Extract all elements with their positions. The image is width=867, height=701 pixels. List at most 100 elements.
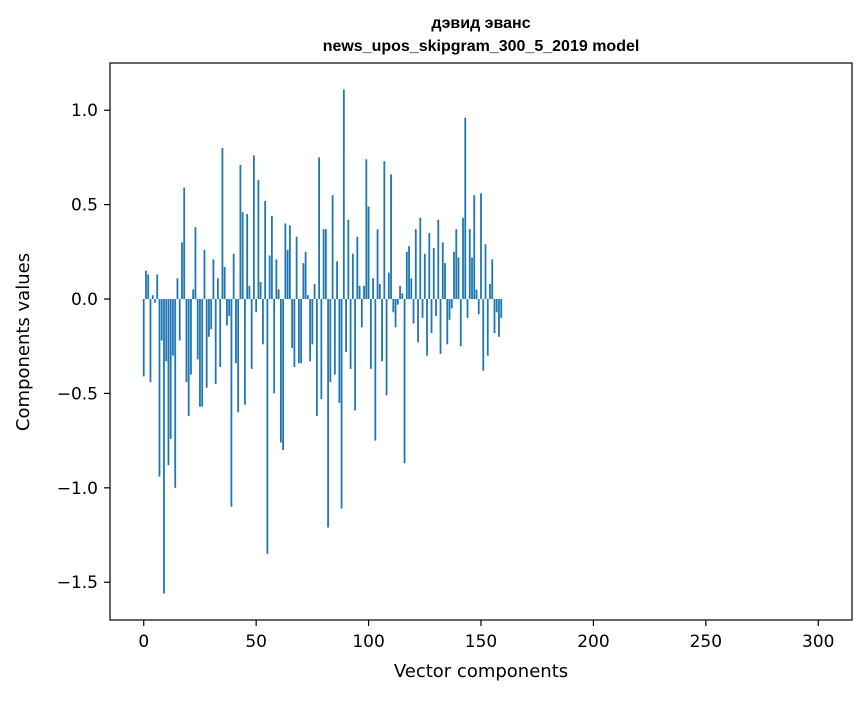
bar-component-55 <box>266 299 269 554</box>
bar-component-36 <box>223 266 226 300</box>
bar-component-28 <box>205 299 208 388</box>
bar-component-54 <box>264 200 267 300</box>
bar-component-118 <box>408 246 410 300</box>
bar-component-141 <box>459 299 462 347</box>
bar-component-41 <box>235 299 237 364</box>
bar-component-16 <box>178 299 181 341</box>
y-tick-label: 0.0 <box>71 290 98 310</box>
bar-component-110 <box>390 174 392 300</box>
y-tick-label: −1.0 <box>57 479 98 499</box>
bar-component-61 <box>279 299 282 443</box>
bar-component-101 <box>369 299 372 369</box>
bar-component-72 <box>304 251 307 300</box>
y-tick-label: −1.5 <box>57 573 98 593</box>
bar-component-5 <box>154 299 156 303</box>
bar-component-79 <box>320 299 323 400</box>
bar-component-147 <box>473 195 476 300</box>
bar-component-67 <box>293 299 296 367</box>
bar-component-75 <box>311 299 314 345</box>
bar-component-88 <box>340 299 343 509</box>
bar-component-0 <box>142 299 145 377</box>
bar-component-81 <box>324 229 327 300</box>
bar-component-154 <box>489 283 491 300</box>
bar-component-14 <box>174 299 177 488</box>
y-tick-label: 0.5 <box>71 196 98 216</box>
y-axis-label: Components values <box>13 253 34 431</box>
bar-component-63 <box>284 223 287 300</box>
bar-component-18 <box>183 187 186 300</box>
bar-component-39 <box>230 299 233 507</box>
bar-component-99 <box>365 159 368 300</box>
bar-component-109 <box>387 272 390 300</box>
bar-component-15 <box>176 278 179 300</box>
bar-component-145 <box>468 229 471 300</box>
bar-component-70 <box>300 299 303 364</box>
bar-component-152 <box>484 244 487 300</box>
bar-component-57 <box>270 215 273 300</box>
bar-component-148 <box>475 289 478 300</box>
bar-component-83 <box>329 299 332 383</box>
bar-component-125 <box>423 253 426 300</box>
bar-component-44 <box>241 212 244 300</box>
bar-component-24 <box>196 299 199 360</box>
x-tick-label: 50 <box>245 632 267 652</box>
bar-component-43 <box>239 164 242 300</box>
bar-component-71 <box>302 263 305 300</box>
bar-component-3 <box>149 299 152 383</box>
bar-component-30 <box>210 299 213 330</box>
bar-component-93 <box>351 253 354 300</box>
bar-component-138 <box>453 251 455 300</box>
bar-component-42 <box>237 299 240 413</box>
bar-component-102 <box>372 278 374 300</box>
bar-component-122 <box>417 299 419 343</box>
bar-component-89 <box>342 89 345 300</box>
bar-component-132 <box>439 299 442 354</box>
bar-component-151 <box>482 299 485 371</box>
bar-component-115 <box>401 293 404 300</box>
bar-component-155 <box>491 259 494 300</box>
bar-component-69 <box>297 299 300 364</box>
bar-component-128 <box>430 299 433 334</box>
bar-component-19 <box>185 299 188 383</box>
bar-component-91 <box>347 219 350 300</box>
bar-component-51 <box>257 180 260 300</box>
bar-component-66 <box>291 299 294 349</box>
bar-component-78 <box>318 157 321 300</box>
bar-component-106 <box>381 299 383 362</box>
bar-component-135 <box>446 299 449 345</box>
bar-component-130 <box>435 299 437 317</box>
bar-component-136 <box>448 299 451 320</box>
bar-component-80 <box>322 229 325 300</box>
x-tick-label: 200 <box>577 632 609 652</box>
bar-component-46 <box>246 214 249 300</box>
bar-component-86 <box>336 261 338 300</box>
bar-component-117 <box>405 251 408 300</box>
bar-component-40 <box>232 253 235 300</box>
bar-component-56 <box>268 255 271 300</box>
bar-component-134 <box>444 263 446 300</box>
bar-component-13 <box>172 299 174 356</box>
bar-component-50 <box>255 299 258 313</box>
y-tick-label: −0.5 <box>57 384 98 404</box>
plot-frame <box>109 62 853 621</box>
bar-component-53 <box>262 299 264 345</box>
bar-component-23 <box>194 227 197 300</box>
bar-component-26 <box>201 299 204 407</box>
bar-component-126 <box>426 299 428 356</box>
bar-component-114 <box>399 285 401 300</box>
bar-component-12 <box>169 299 172 439</box>
bar-component-98 <box>363 285 365 300</box>
bar-component-64 <box>286 249 289 300</box>
bar-component-87 <box>338 299 341 403</box>
bar-component-139 <box>455 229 458 300</box>
bar-component-35 <box>221 147 224 300</box>
bar-component-100 <box>367 206 370 300</box>
bar-component-153 <box>486 299 489 356</box>
bar-component-74 <box>309 299 312 362</box>
x-tick-label: 300 <box>802 632 834 652</box>
x-axis-ticks: 0 50 100 150 200 250 300 <box>138 620 834 652</box>
bar-component-58 <box>273 299 276 394</box>
bar-component-10 <box>165 299 168 362</box>
bar-component-4 <box>151 295 154 300</box>
